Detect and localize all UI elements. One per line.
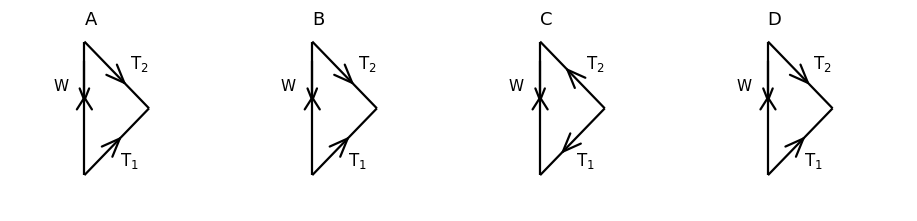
Text: W: W xyxy=(53,79,68,94)
Text: D: D xyxy=(768,11,781,29)
Text: W: W xyxy=(509,79,524,94)
Text: T$_1$: T$_1$ xyxy=(803,151,823,171)
Text: B: B xyxy=(313,11,325,29)
Text: W: W xyxy=(281,79,296,94)
Text: T$_2$: T$_2$ xyxy=(358,54,376,74)
Text: T$_1$: T$_1$ xyxy=(348,151,367,171)
Text: T$_2$: T$_2$ xyxy=(586,54,604,74)
Text: A: A xyxy=(84,11,97,29)
Text: T$_1$: T$_1$ xyxy=(576,151,594,171)
Text: C: C xyxy=(540,11,553,29)
Text: T$_2$: T$_2$ xyxy=(813,54,832,74)
Text: W: W xyxy=(736,79,752,94)
Text: T$_2$: T$_2$ xyxy=(130,54,149,74)
Text: T$_1$: T$_1$ xyxy=(120,151,138,171)
